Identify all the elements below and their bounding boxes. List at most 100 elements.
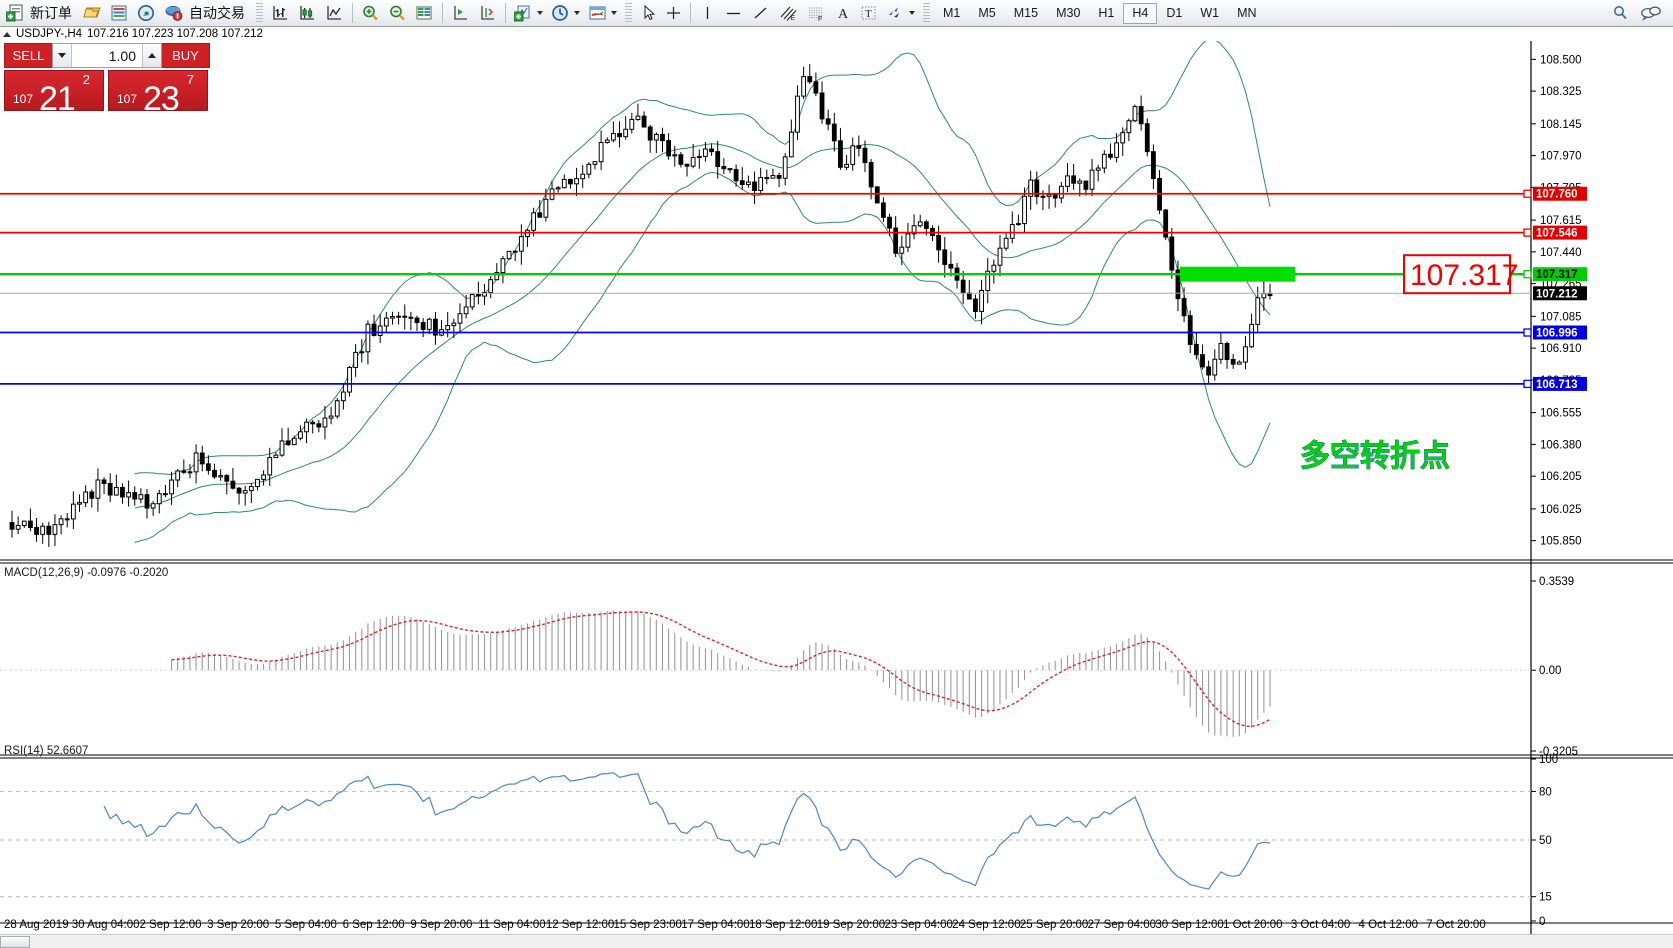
crosshair-tool-button[interactable] (661, 1, 686, 26)
price-tick-label: 108.145 (1540, 119, 1582, 131)
candlestick-chart-button[interactable] (294, 1, 321, 26)
templates-button[interactable] (584, 1, 621, 26)
level-handle[interactable] (1523, 270, 1532, 279)
arrows-dropdown-caret[interactable] (909, 11, 915, 15)
periodicity-button[interactable] (547, 1, 584, 26)
candle-bearish (960, 279, 966, 294)
level-handle[interactable] (1523, 328, 1532, 337)
volume-increment-button[interactable] (142, 44, 161, 67)
candle-bearish (310, 421, 316, 425)
svg-text:A: A (838, 7, 849, 22)
chart-horizontal-scrollbar[interactable] (0, 934, 1673, 948)
indicators-button[interactable] (510, 1, 547, 26)
autoscroll-button[interactable] (474, 1, 501, 26)
timeframe-m15[interactable]: M15 (1013, 6, 1039, 20)
timeframe-h4[interactable]: H4 (1123, 2, 1158, 24)
vertical-line-icon (706, 7, 709, 19)
timeframe-mn[interactable]: MN (1237, 6, 1257, 20)
indicators-dropdown-caret[interactable] (537, 11, 543, 15)
text-label-button[interactable]: T (855, 1, 882, 26)
volume-input[interactable]: 1.00 (108, 47, 136, 64)
fibonacci-button[interactable]: F (802, 1, 830, 26)
candle-bearish (1169, 236, 1175, 271)
text-tool-button[interactable]: A (830, 1, 855, 26)
fibonacci-icon: F (809, 7, 822, 22)
navigator-button[interactable] (133, 1, 160, 26)
level-handle[interactable] (1523, 379, 1532, 389)
candle-bullish (113, 486, 119, 496)
autotrading-button[interactable]: 自动交易 (160, 1, 252, 26)
toolbar-separator-2 (442, 3, 443, 23)
candle-bullish (506, 250, 512, 260)
shift-start-button[interactable] (447, 1, 474, 26)
buy-price-box[interactable]: 107 23 7 (108, 70, 208, 111)
zoom-out-button[interactable] (384, 1, 411, 26)
candle-bearish (1187, 315, 1193, 345)
toolbar-grip-3[interactable] (923, 3, 930, 23)
buy-button[interactable]: BUY (162, 43, 210, 68)
time-tick-label: 15 Sep 23:00 (614, 919, 682, 931)
rsi-label: RSI(14) 52.6607 (4, 745, 88, 757)
candle-bullish (782, 156, 788, 179)
callout-box[interactable] (1403, 254, 1511, 295)
sell-price-box[interactable]: 107 21 2 (4, 70, 104, 111)
profile-button[interactable] (79, 1, 106, 26)
vertical-line-button[interactable] (695, 1, 720, 26)
data-window-button[interactable] (411, 1, 438, 26)
price-tick-label: 108.325 (1540, 86, 1582, 98)
timeframe-w1[interactable]: W1 (1200, 6, 1220, 20)
timeframe-m5[interactable]: M5 (978, 6, 996, 20)
line-chart-button[interactable] (321, 1, 348, 26)
candle-bearish (1144, 123, 1150, 153)
trendline-button[interactable] (747, 1, 774, 26)
candle-bullish (899, 246, 905, 254)
timeframe-m1[interactable]: M1 (943, 6, 961, 20)
toolbar-grip-2[interactable] (625, 3, 632, 23)
volume-stepper[interactable]: 1.00 (52, 43, 162, 68)
candle-bullish (1009, 223, 1015, 239)
candle-bullish (445, 325, 451, 331)
candle-bearish (666, 140, 672, 157)
candle-bullish (396, 315, 402, 318)
candle-bearish (433, 318, 438, 336)
buy-price-point: 7 (186, 72, 194, 87)
trade-controls-row: SELL 1.00 BUY (4, 43, 210, 68)
periodicity-dropdown-caret[interactable] (574, 11, 580, 15)
cursor-tool-button[interactable] (636, 1, 661, 26)
chart-svg[interactable]: 108.500108.325108.145107.970107.795107.6… (0, 41, 1673, 934)
candle-bearish (28, 520, 33, 528)
horizontal-line-button[interactable] (720, 1, 747, 26)
candle-bearish (132, 492, 138, 500)
search-button[interactable] (1607, 1, 1635, 26)
axis-price-label-box (1533, 286, 1587, 301)
equidistant-channel-button[interactable]: E (774, 1, 802, 26)
timeframe-d1[interactable]: D1 (1166, 6, 1183, 20)
arrows-button[interactable] (882, 1, 919, 26)
candle-bullish (40, 525, 46, 535)
chart-canvas-area[interactable]: 108.500108.325108.145107.970107.795107.6… (0, 41, 1673, 948)
candle-bullish (21, 520, 27, 526)
new-order-button[interactable]: 新订单 (2, 1, 79, 26)
volume-decrement-button[interactable] (53, 44, 72, 67)
sell-button[interactable]: SELL (4, 43, 52, 68)
candle-bearish (402, 315, 408, 318)
candle-bullish (911, 225, 917, 235)
autoscroll-icon (481, 6, 494, 20)
bar-chart-button[interactable] (267, 1, 294, 26)
candle-bullish (629, 118, 635, 130)
candle-bullish (1015, 223, 1021, 226)
timeframe-h1[interactable]: H1 (1098, 6, 1115, 20)
candle-bullish (604, 139, 610, 144)
scrollbar-thumb[interactable] (0, 936, 30, 948)
market-watch-button[interactable] (106, 1, 133, 26)
candle-bullish (985, 270, 991, 291)
toolbar-grip-1[interactable] (256, 3, 263, 23)
green-highlight-rectangle[interactable] (1180, 266, 1295, 282)
zoom-in-button[interactable] (357, 1, 384, 26)
chat-button[interactable] (1635, 1, 1667, 26)
timeframe-m30[interactable]: M30 (1056, 6, 1081, 20)
candle-bullish (653, 133, 659, 141)
level-handle[interactable] (1523, 189, 1532, 198)
templates-dropdown-caret[interactable] (611, 11, 617, 15)
level-handle[interactable] (1523, 228, 1532, 237)
